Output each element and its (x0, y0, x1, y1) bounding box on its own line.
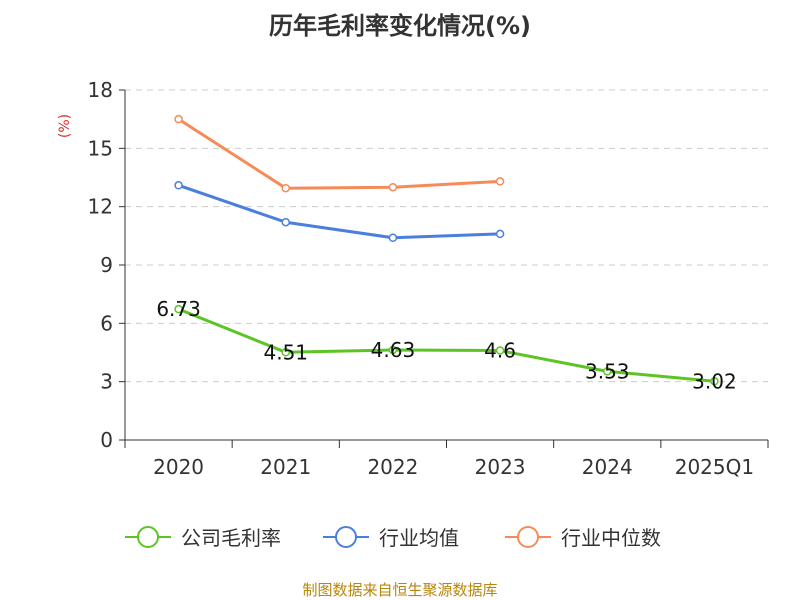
chart-title: 历年毛利率变化情况(%) (269, 12, 531, 40)
data-point[interactable] (281, 217, 290, 227)
y-tick-label: 0 (100, 428, 113, 452)
y-tick-label: 12 (88, 195, 113, 219)
x-tick-label: 2023 (475, 455, 526, 479)
data-point[interactable] (388, 345, 398, 355)
data-label: 3.02 (692, 369, 737, 393)
data-point[interactable] (495, 346, 505, 355)
data-point[interactable] (174, 114, 183, 124)
y-tick-label: 15 (88, 136, 113, 160)
legend-marker-icon (335, 526, 357, 548)
data-point[interactable] (495, 177, 505, 186)
legend-marker-icon (137, 526, 159, 548)
y-tick-label: 9 (100, 253, 113, 277)
data-label: 3.53 (585, 359, 630, 383)
series-3 (174, 114, 505, 193)
series-line (177, 117, 501, 190)
data-point[interactable] (388, 182, 398, 192)
y-tick-label: 18 (88, 78, 113, 102)
legend-label: 行业中位数 (561, 526, 661, 550)
series-1 (174, 304, 719, 386)
data-label: 4.51 (263, 340, 308, 364)
data-point[interactable] (281, 183, 290, 193)
series-line (178, 183, 501, 240)
legend-label: 公司毛利率 (181, 526, 281, 550)
data-point[interactable] (710, 377, 719, 386)
legend[interactable]: 公司毛利率 行业均值 行业中位数 (125, 526, 661, 550)
x-tick-label: 2025Q1 (675, 455, 754, 479)
y-axis-unit-label: (%) (57, 114, 73, 138)
data-point[interactable] (495, 229, 505, 239)
y-tick-label: 6 (100, 311, 113, 335)
legend-item-1[interactable]: 公司毛利率 (125, 526, 281, 550)
y-tick-label: 3 (100, 370, 113, 394)
series-line (178, 307, 715, 383)
data-point[interactable] (174, 304, 183, 314)
data-label: 4.6 (484, 339, 516, 363)
x-tick-label: 2024 (582, 455, 633, 479)
series-lines (174, 114, 719, 386)
data-label: 4.63 (371, 338, 416, 362)
data-point[interactable] (388, 233, 398, 243)
axes: 0 3 6 9 12 15 18 2020 2021 2022 2023 2024 2025Q1 (88, 78, 769, 479)
grid-lines (125, 89, 768, 383)
x-tick-label: 2020 (153, 455, 204, 479)
legend-label: 行业均值 (379, 526, 459, 550)
data-point[interactable] (174, 181, 183, 190)
data-point[interactable] (603, 367, 612, 376)
x-tick-label: 2021 (260, 455, 311, 479)
data-label: 6.73 (156, 297, 201, 321)
legend-item-3[interactable]: 行业中位数 (505, 526, 661, 550)
x-tick-label: 2022 (367, 455, 418, 479)
series-2 (174, 181, 505, 243)
data-labels: 6.73 4.51 4.63 4.6 3.53 3.02 (156, 297, 736, 393)
data-point[interactable] (281, 348, 290, 357)
source-note: 制图数据来自恒生聚源数据库 (302, 581, 497, 599)
legend-item-2[interactable]: 行业均值 (323, 526, 459, 550)
legend-marker-icon (517, 526, 539, 548)
